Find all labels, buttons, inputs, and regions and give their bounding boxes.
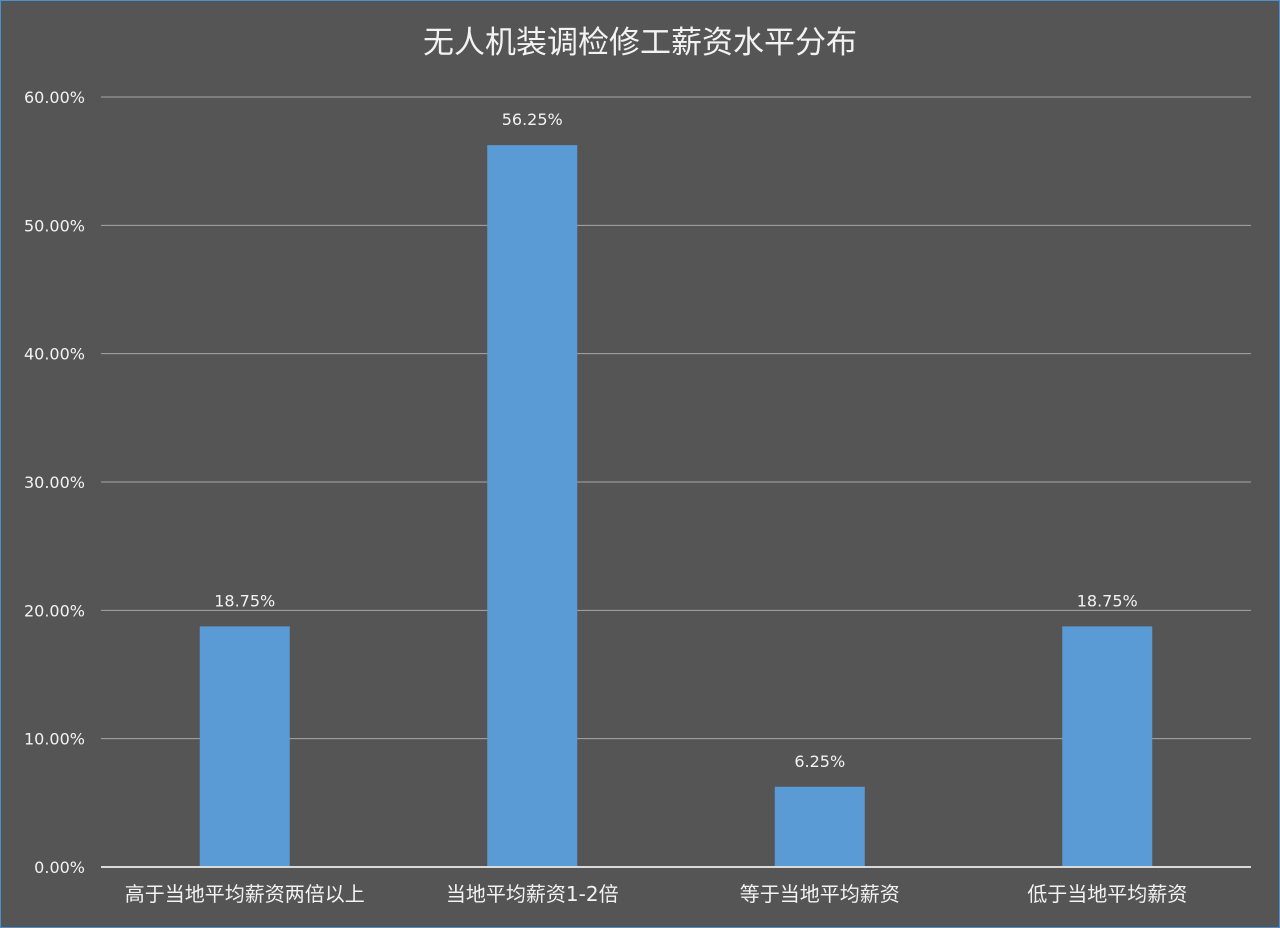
bar xyxy=(487,145,578,867)
x-axis-category-labels: 高于当地平均薪资两倍以上 当地平均薪资1-2倍 等于当地平均薪资 低于当地平均薪资 xyxy=(125,882,1188,906)
bars xyxy=(199,145,1153,867)
category-label: 等于当地平均薪资 xyxy=(740,882,900,906)
y-axis-tick-labels: 0.00% 10.00% 20.00% 30.00% 40.00% 50.00% 60.00… xyxy=(24,88,85,877)
chart-title: 无人机装调检修工薪资水平分布 xyxy=(423,25,857,61)
y-tick-label: 60.00% xyxy=(24,88,85,107)
category-label: 高于当地平均薪资两倍以上 xyxy=(125,882,365,906)
category-label: 低于当地平均薪资 xyxy=(1027,882,1187,906)
y-tick-label: 20.00% xyxy=(24,601,85,620)
data-label: 56.25% xyxy=(502,110,563,129)
gridlines xyxy=(101,96,1251,740)
data-labels: 18.75% 56.25% 6.25% 18.75% xyxy=(214,110,1138,771)
data-label: 18.75% xyxy=(214,591,275,610)
category-label: 当地平均薪资1-2倍 xyxy=(446,882,619,906)
bar xyxy=(1062,626,1153,867)
y-tick-label: 50.00% xyxy=(24,216,85,235)
data-label: 6.25% xyxy=(794,752,845,771)
bar xyxy=(199,626,290,867)
y-tick-label: 40.00% xyxy=(24,345,85,364)
data-label: 18.75% xyxy=(1077,591,1138,610)
y-tick-label: 10.00% xyxy=(24,730,85,749)
y-tick-label: 30.00% xyxy=(24,473,85,492)
bar xyxy=(774,786,865,867)
y-tick-label: 0.00% xyxy=(34,858,85,877)
